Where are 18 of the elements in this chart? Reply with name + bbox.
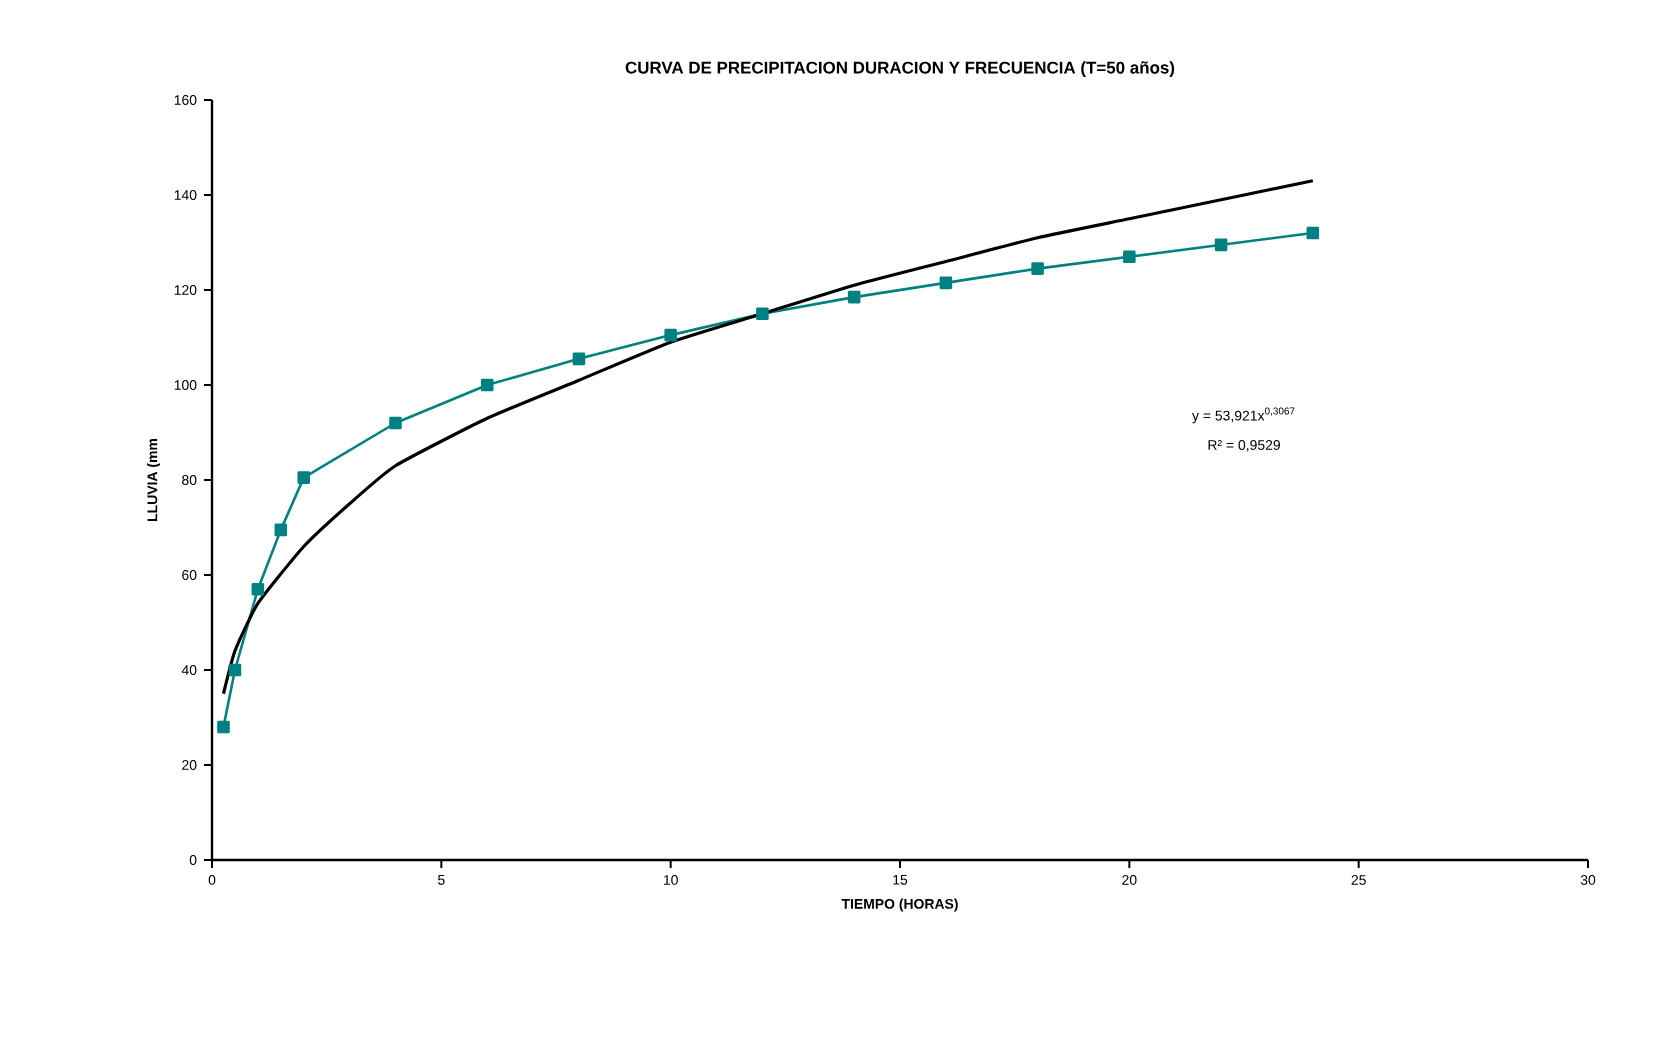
point	[572, 352, 586, 366]
point	[228, 663, 242, 677]
point	[274, 523, 288, 537]
point	[939, 276, 953, 290]
point	[1214, 238, 1228, 252]
point	[756, 307, 769, 321]
point	[389, 416, 402, 430]
point	[297, 471, 311, 484]
point	[1306, 226, 1320, 240]
point	[217, 720, 230, 734]
point	[847, 290, 861, 304]
line-series	[221, 179, 1315, 696]
chart-title: CURVA DE PRECIPITACION DURACION Y FRECUENCIA (T=50 años)	[625, 61, 1175, 77]
point	[480, 378, 494, 392]
point	[251, 582, 265, 596]
point	[1031, 262, 1044, 275]
point	[664, 328, 677, 342]
point	[1123, 250, 1136, 264]
